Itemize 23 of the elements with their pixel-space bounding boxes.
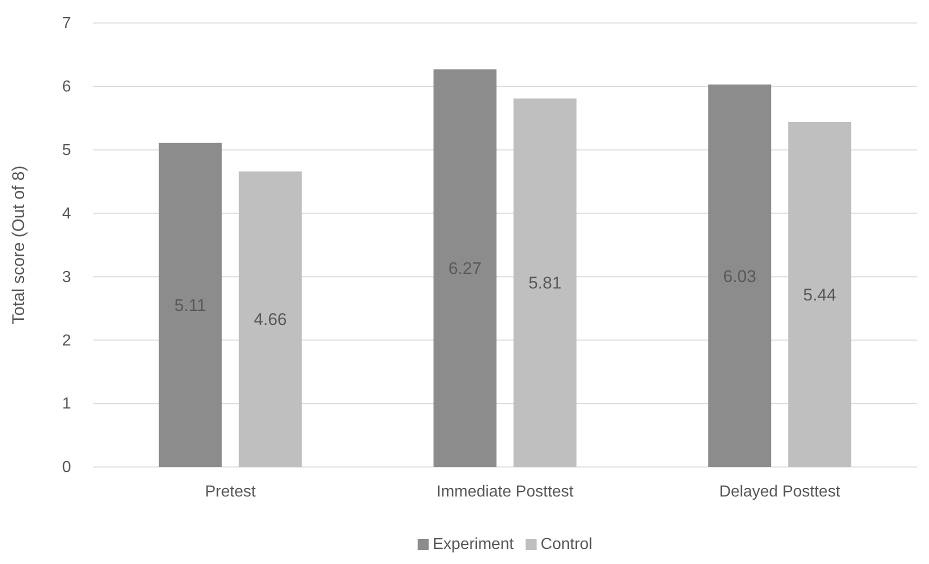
legend-label: Experiment <box>432 536 514 553</box>
x-tick-label: Delayed Posttest <box>719 483 841 500</box>
data-label: 5.44 <box>803 285 836 304</box>
y-tick-label: 5 <box>62 142 72 159</box>
data-label: 4.66 <box>254 310 287 330</box>
y-tick-label: 2 <box>62 332 72 350</box>
data-label: 5.81 <box>528 274 562 293</box>
bar <box>434 69 496 467</box>
bar <box>238 171 302 467</box>
bar <box>514 98 576 467</box>
bar <box>158 142 222 467</box>
y-tick-label: 1 <box>62 396 72 413</box>
bar <box>788 122 852 467</box>
y-tick-label: 7 <box>62 15 72 32</box>
x-tick-label: Pretest <box>204 483 256 500</box>
y-tick-label: 0 <box>62 459 72 476</box>
y-tick-label: 6 <box>62 78 72 96</box>
y-tick-label: 4 <box>62 205 72 222</box>
legend-label: Control <box>540 536 592 553</box>
x-tick-label: Immediate Posttest <box>436 483 574 500</box>
y-axis-title: Total score (Out of 8) <box>9 166 28 324</box>
y-tick-label: 3 <box>62 268 72 286</box>
bar <box>708 84 772 467</box>
